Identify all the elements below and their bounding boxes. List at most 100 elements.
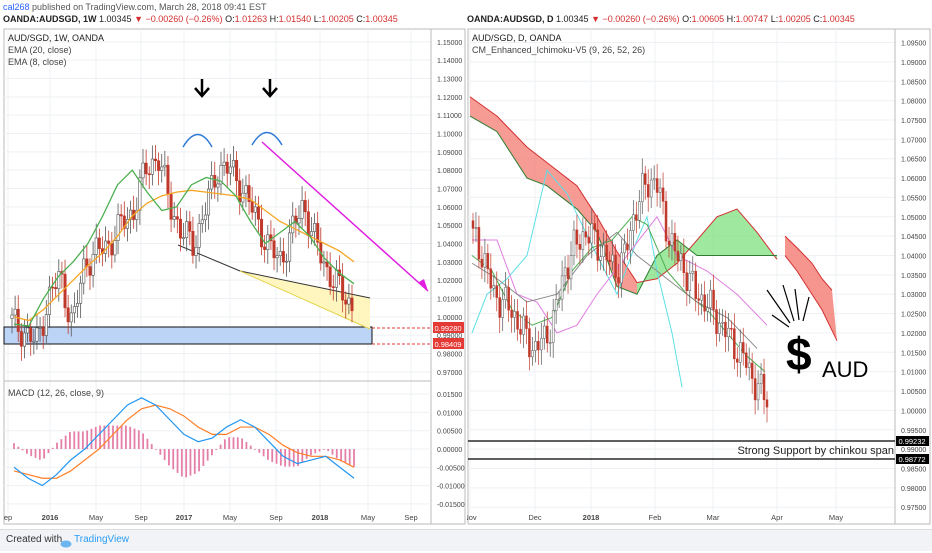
h-label: H:	[726, 14, 736, 24]
price-tag-3	[896, 436, 929, 446]
macd-histogram-bar	[258, 449, 261, 453]
price-tick-label: 1.00000	[901, 408, 926, 415]
candle-body	[313, 223, 317, 232]
macd-axis: 0.01500 0.01000 0.00500 0.00000 -0.00500 -0.0…	[437, 392, 465, 509]
macd-histogram-bar	[314, 449, 317, 454]
price-tick-label: 1.05000	[901, 215, 926, 222]
candle-body	[79, 282, 83, 304]
candle-body	[347, 297, 351, 305]
macd-histogram-bar	[211, 449, 213, 456]
price-tick-label: 1.00000	[437, 315, 462, 322]
candle-body	[97, 237, 101, 249]
macd-histogram-bar	[21, 449, 24, 451]
candle-body	[188, 221, 192, 232]
time-tick-label: Dec	[528, 513, 542, 522]
candle-body	[566, 267, 570, 280]
candle-body	[590, 223, 594, 244]
macd-histogram-bar	[245, 442, 248, 449]
price-tick-label: 1.05500	[901, 195, 926, 202]
publisher-name[interactable]: cal268	[3, 2, 30, 12]
candle-body	[275, 255, 279, 259]
price-tick-label: 1.02000	[437, 278, 462, 285]
candle-body	[182, 237, 186, 240]
future-span-a	[784, 235, 833, 291]
o-label: O:	[682, 14, 692, 24]
left-chart-svg[interactable]: 0.97000 0.98000 0.99000 1.00000 1.01000 1.020…	[0, 27, 466, 525]
price-tick-label: 1.07500	[901, 118, 926, 125]
candle-body	[483, 253, 487, 268]
macd-histogram-bar	[344, 449, 347, 463]
macd-histogram-bar	[215, 449, 218, 450]
candle-body	[709, 289, 712, 309]
macd-histogram-bar	[331, 449, 334, 455]
macd-histogram-bar	[335, 449, 338, 459]
macd-histogram-bar	[60, 439, 63, 449]
candle-body	[122, 215, 126, 229]
head-arc-left	[182, 133, 213, 148]
price-tick-label: 1.01500	[901, 350, 926, 357]
candle-body	[35, 327, 39, 342]
time-tick-label: ep	[4, 513, 12, 522]
ema20-legend[interactable]: EMA (20, close)	[8, 45, 72, 55]
candle-body	[635, 214, 638, 221]
candle-body	[736, 358, 739, 363]
price-tag-4-text: 0.98772	[898, 455, 925, 464]
time-tick-label: 2016	[42, 513, 59, 522]
candle-body	[741, 342, 745, 354]
left-time-axis: ep 2016 May Sep 2017 May Sep 2018 May Sep	[4, 513, 418, 522]
ichimoku-legend[interactable]: CM_Enhanced_Ichimoku-V5 (9, 26, 52, 26)	[472, 45, 646, 55]
macd-histogram-bar	[99, 425, 101, 449]
future-cloud	[785, 236, 837, 341]
candle-body	[54, 287, 58, 290]
price-tick-label: 1.01000	[437, 297, 462, 304]
time-tick-label: Sep	[404, 513, 417, 522]
candle-body	[605, 244, 608, 261]
candle-body	[216, 183, 220, 188]
macd-histogram-bar	[13, 443, 15, 449]
candle-body	[531, 350, 534, 358]
candle-body	[26, 327, 30, 334]
price-tick-label: 1.02500	[901, 312, 926, 319]
right-chart-svg[interactable]: 0.97500 0.98000 0.98500 0.99000 0.99500 1.000…	[467, 27, 932, 525]
price-tag-2	[433, 338, 464, 349]
down-arrow-left-icon	[194, 79, 210, 98]
macd-histogram-bar	[155, 449, 157, 450]
candle-body	[504, 287, 507, 300]
left-candles	[10, 145, 354, 361]
span-b-line	[469, 115, 777, 295]
wedge-upper-line	[239, 270, 371, 299]
macd-histogram-bar	[297, 449, 299, 466]
trend-line-gray	[471, 231, 758, 349]
candle-body	[213, 175, 217, 188]
time-tick-label: 2018	[312, 513, 329, 522]
macd-histogram-bar	[47, 449, 50, 454]
price-tick-label: 1.00500	[901, 389, 926, 396]
candle-body	[543, 325, 546, 339]
candle-body	[191, 231, 195, 256]
candle-body	[169, 193, 173, 220]
candle-body	[219, 165, 223, 185]
candle-body	[172, 216, 176, 220]
dollar-sign-icon: $	[786, 328, 812, 380]
macd-histogram-bar	[38, 449, 41, 460]
macd-histogram-bar	[116, 425, 119, 449]
time-tick-label: Sep	[134, 513, 147, 522]
price-tick-label: 1.10000	[437, 132, 462, 139]
left-ohlc-bar: OANDA:AUDSGD, 1W 1.00345 ▼ −0.00260 (−0.…	[3, 14, 398, 24]
price-tick-label: 0.98500	[901, 466, 926, 473]
macd-histogram-bar	[133, 428, 136, 449]
macd-legend[interactable]: MACD (12, 26, close, 9)	[8, 388, 105, 398]
candle-body	[498, 297, 501, 318]
macd-histogram-bar	[176, 449, 179, 473]
macd-histogram-bar	[172, 449, 175, 470]
candle-body	[350, 297, 354, 312]
candle-body	[16, 308, 20, 332]
tradingview-brand[interactable]: TradingView	[74, 534, 130, 545]
price-tag-1	[433, 322, 464, 333]
ema8-legend[interactable]: EMA (8, close)	[8, 57, 67, 67]
price-tick-label: 0.99000	[437, 333, 462, 340]
candle-body	[753, 378, 757, 401]
candle-body	[486, 253, 490, 270]
time-tick-label: 2018	[583, 513, 600, 522]
right-close: 1.00345	[822, 14, 855, 24]
